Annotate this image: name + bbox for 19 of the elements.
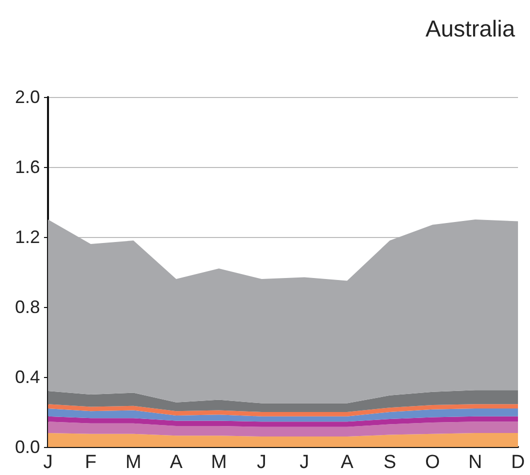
x-tick-label: A bbox=[340, 452, 354, 473]
y-tick-label: 0.4 bbox=[14, 367, 40, 387]
x-tick-label: S bbox=[383, 452, 396, 473]
x-tick-label: J bbox=[256, 452, 266, 473]
x-tick-label: O bbox=[425, 452, 440, 473]
x-tick-label: D bbox=[511, 452, 525, 473]
y-tick-label: 1.6 bbox=[14, 157, 40, 177]
x-tick-label: A bbox=[170, 452, 183, 473]
y-tick-label: 0.0 bbox=[14, 437, 40, 457]
y-tick-label: 1.2 bbox=[14, 227, 40, 247]
x-tick-label: N bbox=[468, 452, 482, 473]
x-tick-label: M bbox=[210, 452, 227, 473]
x-tick-label: M bbox=[126, 452, 142, 473]
x-tick-label: F bbox=[84, 452, 97, 473]
chart-title: Australia bbox=[426, 16, 516, 42]
y-tick-label: 0.8 bbox=[14, 297, 40, 317]
y-tick-label: 2.0 bbox=[14, 87, 40, 107]
x-tick-label: J bbox=[43, 452, 53, 473]
x-tick-label: J bbox=[300, 452, 310, 473]
